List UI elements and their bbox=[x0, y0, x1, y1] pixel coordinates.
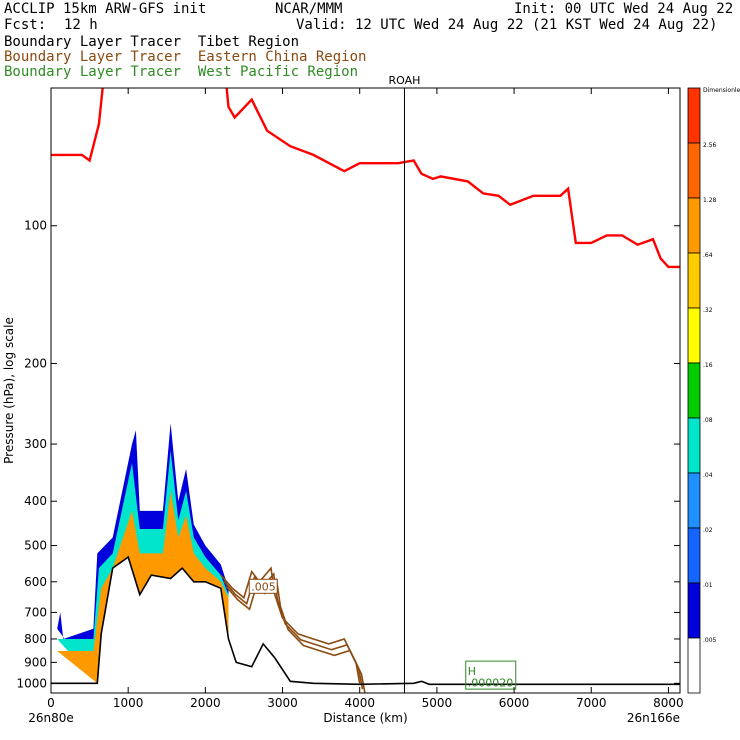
colorbar-label-0: Dimensionless bbox=[703, 87, 740, 94]
colorbar-label-3: .64 bbox=[703, 252, 713, 259]
colorbar-label-10: .005 bbox=[703, 637, 717, 644]
colorbar-swatch-10 bbox=[687, 637, 701, 694]
eastern-china-contour-1 bbox=[222, 572, 364, 690]
colorbar-swatch-4 bbox=[687, 307, 701, 364]
x-end-label-left: 26n80e bbox=[28, 711, 74, 725]
y-tick-label-1: 200 bbox=[24, 356, 47, 370]
colorbar-swatch-0 bbox=[687, 87, 701, 144]
x-axis-title: Distance (km) bbox=[323, 711, 407, 725]
init-time: Init: 00 UTC Wed 24 Aug 22 bbox=[514, 1, 734, 17]
x-tick-label-7: 7000 bbox=[576, 696, 607, 710]
colorbar-swatch-9 bbox=[687, 582, 701, 639]
annotation-label-1: H bbox=[468, 665, 476, 678]
terrain-line bbox=[51, 555, 680, 686]
x-tick-label-8: 8000 bbox=[653, 696, 684, 710]
x-tick-label-2: 2000 bbox=[190, 696, 221, 710]
x-tick-label-4: 4000 bbox=[344, 696, 375, 710]
y-axis-title: Pressure (hPa), log scale bbox=[2, 317, 16, 464]
annotation-label-0: .005 bbox=[251, 580, 276, 593]
colorbar-swatch-3 bbox=[687, 252, 701, 309]
legend-eastern-china: Boundary Layer Tracer Eastern China Regi… bbox=[4, 49, 367, 65]
colorbar-swatch-5 bbox=[687, 362, 701, 419]
colorbar-label-4: .32 bbox=[703, 307, 713, 314]
eastern-china-contour-0 bbox=[220, 566, 361, 684]
annotation-box-1 bbox=[465, 660, 517, 690]
roah-marker-label: ROAH bbox=[389, 74, 421, 87]
tropopause-line bbox=[51, 88, 680, 269]
colorbar-swatch-6 bbox=[687, 417, 701, 474]
colorbar-swatch-2 bbox=[687, 197, 701, 254]
y-tick-label-4: 500 bbox=[24, 539, 47, 553]
x-tick-label-3: 3000 bbox=[267, 696, 298, 710]
valid-time: Valid: 12 UTC Wed 24 Aug 22 (21 KST Wed … bbox=[296, 17, 718, 33]
colorbar-swatch-7 bbox=[687, 472, 701, 529]
annotation-label-2: .000020 bbox=[468, 676, 514, 689]
y-tick-label-7: 800 bbox=[24, 632, 47, 646]
plot-frame bbox=[50, 87, 681, 694]
y-tick-label-8: 900 bbox=[24, 655, 47, 669]
legend-west-pacific: Boundary Layer Tracer West Pacific Regio… bbox=[4, 64, 359, 80]
eastern-china-contour-2 bbox=[225, 577, 366, 693]
annotation-box-0 bbox=[248, 578, 278, 594]
y-tick-label-5: 600 bbox=[24, 575, 47, 589]
colorbar-swatch-8 bbox=[687, 527, 701, 584]
colorbar-label-9: .01 bbox=[703, 582, 713, 589]
y-tick-label-3: 400 bbox=[24, 494, 47, 508]
y-tick-label-2: 300 bbox=[24, 437, 47, 451]
x-tick-label-1: 1000 bbox=[113, 696, 144, 710]
colorbar-label-1: 2.56 bbox=[703, 142, 717, 149]
colorbar-label-5: .16 bbox=[703, 362, 713, 369]
org-label: NCAR/MMM bbox=[275, 1, 343, 17]
colorbar-label-8: .02 bbox=[703, 527, 713, 534]
y-tick-label-6: 700 bbox=[24, 605, 47, 619]
y-tick-label-0: 100 bbox=[24, 219, 47, 233]
colorbar-label-7: .04 bbox=[703, 472, 713, 479]
colorbar-label-6: .08 bbox=[703, 417, 713, 424]
x-end-label-right: 26n166e bbox=[627, 711, 680, 725]
fcst-value: 12 h bbox=[64, 17, 98, 33]
model-title: ACCLIP 15km ARW-GFS init bbox=[4, 1, 207, 17]
colorbar-swatch-1 bbox=[687, 142, 701, 199]
fcst-label: Fcst: bbox=[4, 17, 47, 33]
tracer-fill-p64 bbox=[57, 491, 229, 684]
legend-tibet: Boundary Layer Tracer Tibet Region bbox=[4, 34, 300, 50]
y-tick-label-9: 1000 bbox=[16, 676, 47, 690]
colorbar-label-2: 1.28 bbox=[703, 197, 717, 204]
x-tick-label-6: 6000 bbox=[499, 696, 530, 710]
x-tick-label-5: 5000 bbox=[422, 696, 453, 710]
x-tick-label-0: 0 bbox=[47, 696, 55, 710]
